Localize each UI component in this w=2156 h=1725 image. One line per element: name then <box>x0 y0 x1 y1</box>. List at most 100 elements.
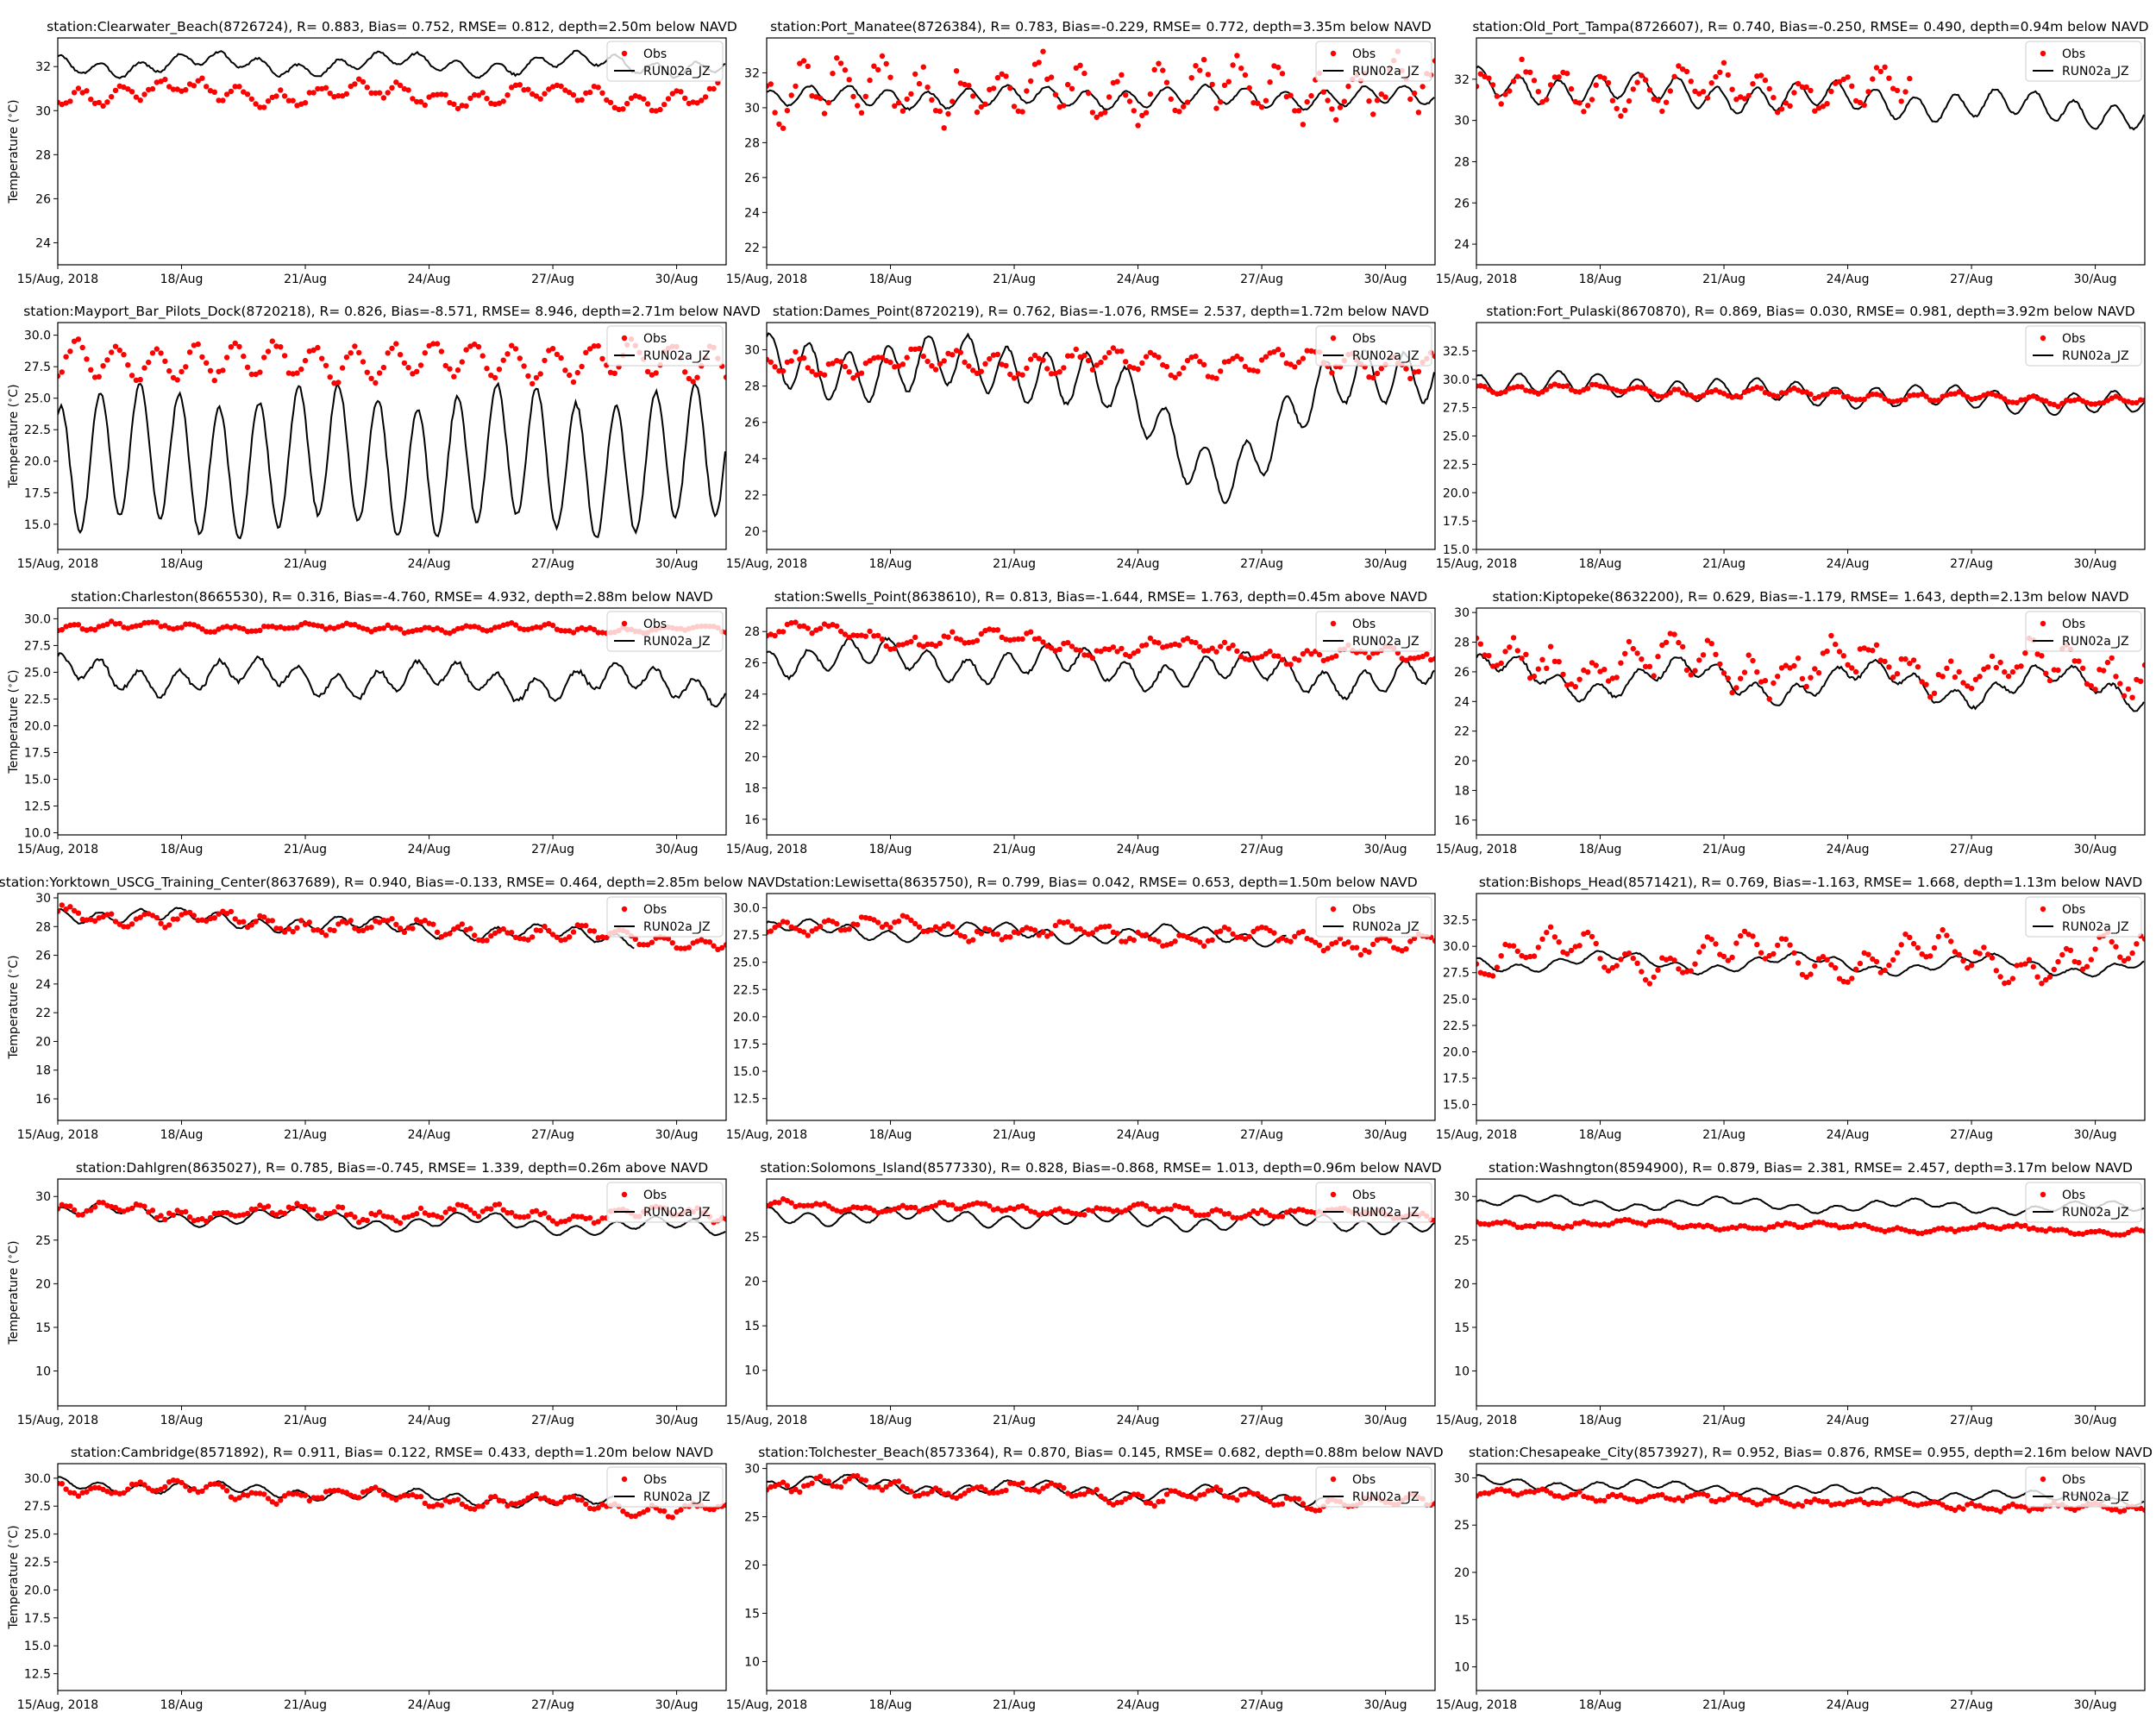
obs-point <box>586 928 593 934</box>
obs-point <box>825 99 831 106</box>
obs-point <box>2026 1226 2033 1233</box>
obs-point <box>220 1484 226 1490</box>
obs-point <box>59 101 66 108</box>
obs-point <box>2043 976 2049 983</box>
obs-point <box>1877 1226 1883 1233</box>
obs-point <box>1944 1226 1950 1233</box>
obs-point <box>368 1485 374 1492</box>
obs-point <box>290 929 296 935</box>
obs-point <box>1927 1500 1934 1506</box>
obs-point <box>924 85 931 91</box>
obs-point <box>1131 937 1137 944</box>
obs-point <box>248 1206 254 1213</box>
obs-point <box>842 67 849 73</box>
obs-point <box>1031 352 1038 359</box>
obs-point <box>1655 97 1661 104</box>
obs-point <box>586 1505 593 1511</box>
obs-point <box>162 358 168 364</box>
obs-point <box>484 938 490 944</box>
obs-point <box>401 929 408 935</box>
obs-point <box>982 925 988 932</box>
obs-point <box>1123 92 1129 98</box>
obs-point <box>1795 960 1802 966</box>
obs-point <box>850 921 856 927</box>
obs-point <box>871 1208 877 1214</box>
obs-point <box>574 626 580 632</box>
obs-point <box>1106 1499 1112 1506</box>
obs-point <box>1651 1493 1657 1500</box>
obs-point <box>186 1214 193 1220</box>
obs-point <box>962 359 968 366</box>
x-tick-label: 21/Aug <box>284 557 327 571</box>
obs-point <box>978 931 984 937</box>
x-tick-label: 30/Aug <box>2074 1414 2117 1427</box>
obs-point <box>1919 679 1925 685</box>
obs-point <box>1581 386 1587 393</box>
chart-panel-18: station:Chesapeake_City(8573927), R= 0.9… <box>1436 1445 2153 1712</box>
obs-series-group <box>1476 630 2145 702</box>
obs-point <box>1717 661 1723 668</box>
obs-point <box>1605 968 1612 974</box>
y-tick-label: 18 <box>35 1064 51 1078</box>
obs-point <box>562 1218 568 1225</box>
obs-point <box>335 1487 342 1494</box>
obs-point <box>1729 954 1735 961</box>
obs-point <box>319 929 325 935</box>
chart-panel-14: station:Solomons_Island(8577330), R= 0.8… <box>726 1160 1442 1427</box>
obs-point <box>1514 384 1520 390</box>
obs-point <box>459 1501 465 1508</box>
obs-point <box>488 1494 494 1500</box>
x-tick-label: 18/Aug <box>869 273 912 286</box>
obs-point <box>784 621 791 628</box>
obs-point <box>154 346 160 352</box>
obs-point <box>1123 938 1129 944</box>
obs-point <box>467 925 473 932</box>
obs-point <box>211 378 217 384</box>
obs-point <box>1225 1494 1232 1500</box>
obs-point <box>1609 675 1616 681</box>
obs-point <box>1143 354 1150 360</box>
obs-point <box>2034 1506 2040 1512</box>
obs-point <box>599 90 605 97</box>
obs-point <box>1642 386 1649 392</box>
obs-point <box>2034 974 2040 980</box>
x-tick-label: 21/Aug <box>1702 843 1745 856</box>
obs-point <box>1745 1225 1752 1231</box>
obs-point <box>1733 1225 1739 1232</box>
obs-point <box>583 923 589 929</box>
obs-point <box>1382 94 1388 100</box>
obs-point <box>1040 48 1046 54</box>
obs-point <box>1238 66 1244 72</box>
obs-point <box>1622 1495 1628 1501</box>
obs-point <box>405 1214 411 1220</box>
obs-point <box>1667 1220 1673 1226</box>
obs-point <box>1089 110 1096 116</box>
x-tick-label: 15/Aug, 2018 <box>1436 1128 1517 1142</box>
obs-point <box>2051 667 2057 673</box>
obs-point <box>850 1473 856 1479</box>
obs-point <box>867 628 873 635</box>
obs-point <box>1531 78 1538 84</box>
obs-point <box>1956 389 1962 395</box>
obs-point <box>1766 1497 1772 1503</box>
obs-point <box>265 348 272 354</box>
obs-point <box>1873 1500 1880 1506</box>
obs-point <box>1585 1495 1591 1501</box>
y-tick-label: 12.5 <box>24 800 51 814</box>
obs-point <box>1812 108 1818 114</box>
obs-point <box>100 1200 106 1206</box>
obs-point <box>517 355 523 361</box>
obs-point <box>570 1494 577 1500</box>
obs-point <box>2104 1230 2111 1236</box>
y-tick-label: 15.0 <box>24 1640 51 1653</box>
obs-point <box>1952 949 1959 955</box>
obs-point <box>1824 957 1830 963</box>
obs-point <box>1283 361 1289 367</box>
obs-point <box>430 341 436 347</box>
obs-point <box>389 624 395 631</box>
obs-point <box>1989 955 1996 961</box>
obs-point <box>604 97 610 104</box>
obs-point <box>1345 939 1351 945</box>
obs-point <box>1258 654 1265 660</box>
